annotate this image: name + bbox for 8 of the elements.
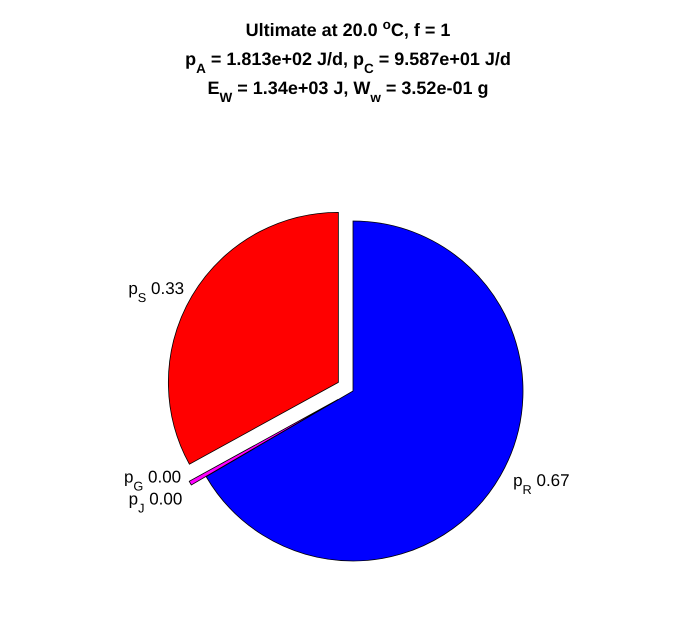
chart-title: Ultimate at 20.0 $^{o}$C, f = 1 — [246, 16, 450, 40]
slice-label: p$_{S}$ — [128, 279, 146, 305]
data-label: 0.33 — [146, 279, 184, 298]
data-label: 0.00 — [144, 490, 182, 509]
text: p$_{A}$ = 1.813e+02 J/d, p$_{C}$ = 9.587e+01 J/d E$_{W}$ = 1.34e+03 J, W$_{w}$ = 3.52e-01 g — [185, 49, 511, 104]
slice-label: p$_{R}$ — [513, 470, 532, 496]
data-label: 0.67 — [532, 470, 570, 490]
text: 0.00 — [148, 468, 182, 487]
